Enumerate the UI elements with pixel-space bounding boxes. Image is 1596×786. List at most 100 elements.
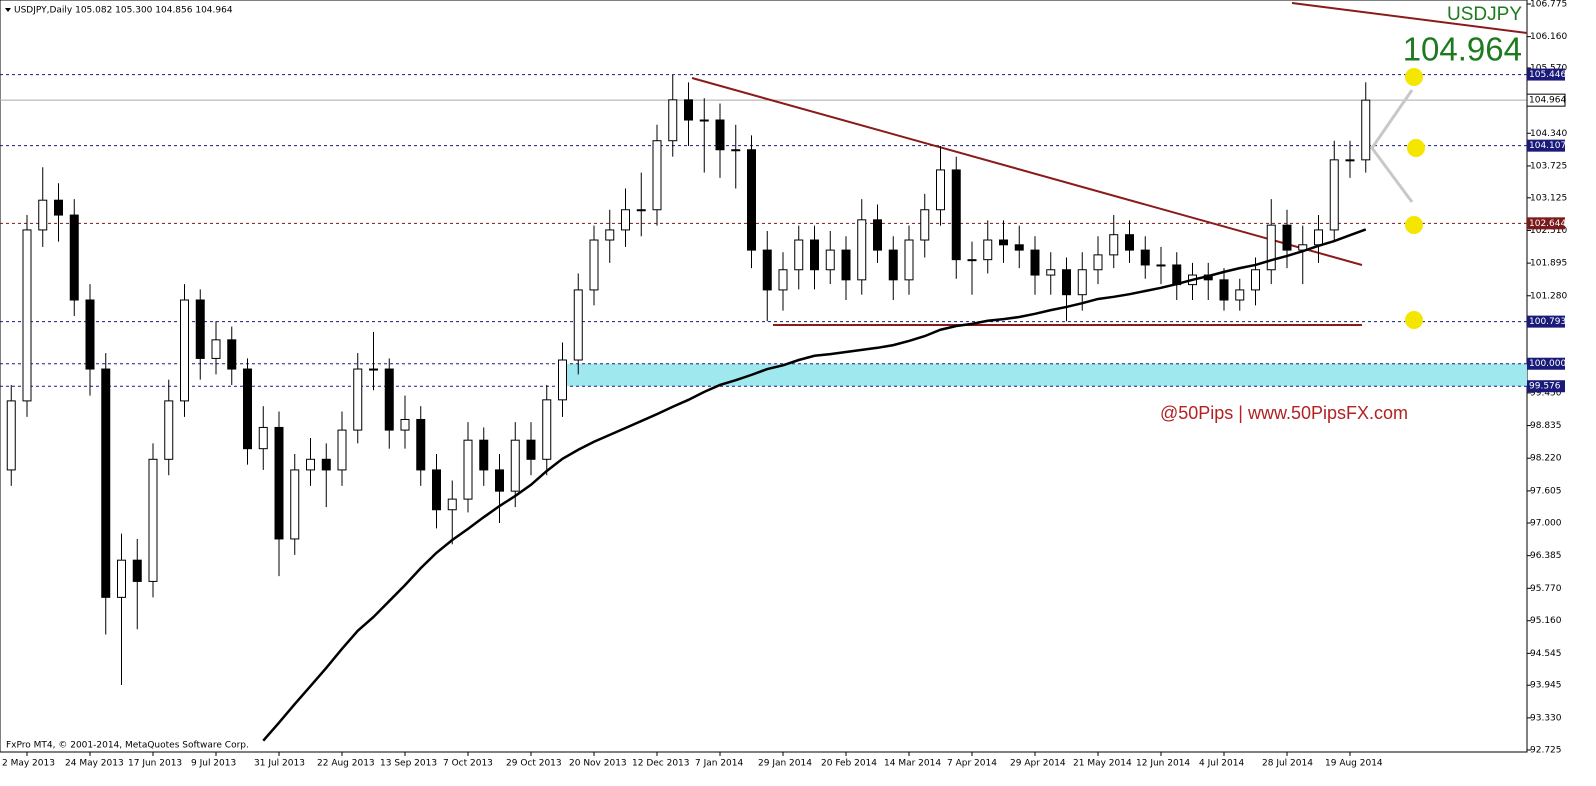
candle-body (211, 339, 221, 359)
candle-body (857, 219, 867, 281)
x-tick-label: 28 Jul 2014 (1262, 759, 1313, 769)
candle-body (274, 426, 284, 540)
x-tick-label: 2 May 2013 (2, 759, 55, 769)
candle-body (731, 149, 741, 152)
candle-body (1329, 159, 1339, 231)
candle-body (353, 368, 363, 431)
level-box (1527, 357, 1565, 370)
candle-body (1030, 249, 1040, 276)
candle-body (148, 458, 158, 582)
candle-body (762, 249, 772, 291)
zone-layer (567, 363, 1527, 387)
y-tick-label: 93.945 (1530, 681, 1562, 691)
zone (567, 363, 1527, 387)
x-tick-label: 20 Nov 2013 (569, 759, 627, 769)
candle-body (1140, 249, 1150, 266)
moving-average (262, 228, 1367, 742)
x-tick-label: 19 Aug 2014 (1325, 759, 1383, 769)
watermark: @50Pips | www.50PipsFX.com (1160, 403, 1408, 423)
x-tick-label: 4 Jul 2014 (1199, 759, 1244, 769)
candle-body (85, 299, 95, 370)
level-box (1527, 315, 1565, 328)
x-tick-label: 21 May 2014 (1073, 759, 1132, 769)
candle-body (495, 469, 504, 492)
candle-body (180, 299, 189, 402)
candle-body (699, 119, 709, 122)
trendline (1291, 2, 1528, 34)
level-label: 104.107 (1529, 141, 1566, 151)
candle-body (747, 149, 756, 251)
y-tick-label: 106.160 (1530, 32, 1567, 42)
candle-body (510, 439, 520, 492)
y-tick-label: 103.125 (1530, 193, 1567, 203)
y-tick-label: 92.725 (1530, 746, 1562, 756)
candle-body (542, 399, 552, 460)
candle-body (1266, 224, 1276, 271)
candle-body (715, 119, 725, 151)
candle-body (652, 140, 662, 211)
y-tick-label: 105.570 (1530, 63, 1567, 73)
candle-body (778, 269, 788, 291)
candle-body (290, 469, 300, 540)
candle-body (825, 249, 835, 271)
candle-body (983, 239, 993, 261)
level-label: 102.644 (1529, 219, 1566, 229)
y-tick-label: 95.160 (1530, 616, 1562, 626)
icon (1407, 139, 1425, 157)
candle-body (936, 169, 945, 211)
y-tick-label: 103.725 (1530, 161, 1567, 171)
candle-body (195, 299, 205, 359)
candle-body (841, 249, 851, 281)
candle-body (526, 439, 536, 460)
trendline (691, 77, 1363, 266)
level-label: 100.000 (1529, 359, 1566, 369)
y-tick-label: 98.835 (1530, 421, 1562, 431)
x-tick-label: 7 Oct 2013 (443, 759, 493, 769)
y-tick-label: 101.895 (1530, 259, 1567, 269)
candle-body (117, 559, 126, 598)
candle-body (810, 239, 819, 271)
candle-body (463, 439, 473, 500)
candle-body (794, 239, 804, 271)
candle-body (1077, 269, 1087, 296)
candle-body (1109, 234, 1119, 256)
y-tick-label: 106.775 (1530, 0, 1567, 10)
level-box (1527, 217, 1565, 230)
candle-body (258, 426, 268, 450)
candle-body (573, 289, 583, 361)
x-tick-label: 12 Dec 2013 (632, 759, 690, 769)
candle-body (306, 458, 315, 471)
arrow (1370, 89, 1414, 203)
candle-body (369, 368, 378, 371)
candle-body (636, 209, 646, 212)
y-tick-label: 97.000 (1530, 519, 1562, 529)
candle-body (400, 418, 410, 431)
candle-body (621, 209, 630, 231)
candle-body (69, 214, 79, 301)
candle-body (22, 229, 32, 402)
x-tick-label: 24 May 2013 (65, 759, 124, 769)
y-tick-label: 101.280 (1530, 291, 1567, 301)
x-tick-label: 31 Jul 2013 (254, 759, 305, 769)
candle-body (605, 229, 615, 241)
last-price-big: 104.964 (1403, 31, 1522, 68)
level-label: 105.446 (1529, 70, 1566, 80)
x-tick-label: 17 Jun 2013 (128, 759, 182, 769)
symbol: USDJPY (1447, 4, 1522, 25)
candle-body (337, 429, 347, 471)
y-tick-label: 93.330 (1530, 713, 1562, 723)
y-tick-label: 99.450 (1530, 388, 1562, 398)
candle-body (321, 458, 331, 471)
y-tick-label: 98.220 (1530, 454, 1562, 464)
x-tick-label: 13 Sep 2013 (380, 759, 437, 769)
x-tick-label: 20 Feb 2014 (821, 759, 877, 769)
candle-body (668, 99, 678, 142)
x-tick-label: 14 Mar 2014 (884, 759, 941, 769)
icon (1405, 311, 1423, 329)
candle-body (999, 239, 1008, 246)
candle-body (684, 99, 693, 121)
candle-body (384, 368, 394, 431)
level-box (1527, 139, 1565, 152)
candle-body (479, 439, 489, 471)
